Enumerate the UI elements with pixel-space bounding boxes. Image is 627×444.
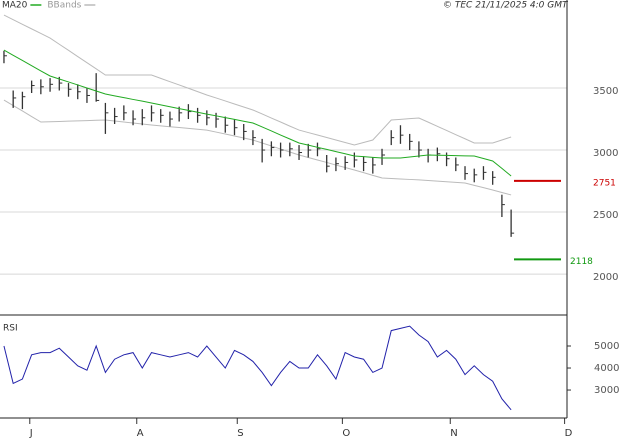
x-tick-label: N [450,428,457,439]
y-tick-label: 3500 [593,86,618,97]
band-lower [3,99,512,196]
panel-title: RSI [3,324,18,334]
ma-line [3,49,512,177]
legend-label: MA20 [2,1,28,11]
credit: © TEC 21/11/2025 4:0 GMT [443,1,569,11]
y-tick-label: 4000 [594,363,619,374]
level-label: 2118 [570,257,593,267]
y-tick-label: 2500 [593,210,618,221]
level-label: 2751 [593,178,616,188]
x-tick-label: D [565,428,573,439]
y-tick-label: 3000 [594,385,619,396]
y-tick-label: 2000 [593,272,618,283]
x-tick-label: S [237,428,243,439]
y-tick-label: 3000 [593,148,618,159]
y-tick-label: 5000 [594,341,619,352]
x-tick-label: J [29,428,33,439]
band-upper [3,14,512,146]
legend-label: BBands [47,1,81,11]
x-tick-label: O [342,428,350,439]
rsi-line [3,325,512,411]
x-tick-label: A [137,428,144,439]
